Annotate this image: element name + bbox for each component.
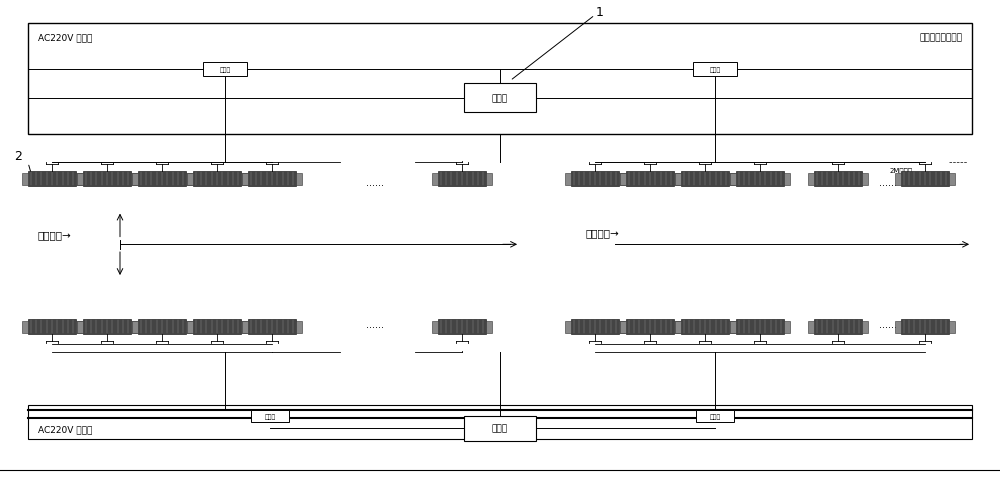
Bar: [132, 173, 138, 185]
Bar: [432, 321, 438, 333]
Bar: [862, 173, 868, 185]
Bar: [565, 173, 571, 185]
Bar: [83, 319, 131, 335]
Bar: [186, 321, 192, 333]
Bar: [784, 321, 790, 333]
Text: 行车方向→: 行车方向→: [37, 230, 71, 240]
Bar: [76, 173, 82, 185]
Bar: [464, 416, 536, 441]
Bar: [730, 321, 736, 333]
Text: ......: ......: [366, 319, 384, 329]
Bar: [138, 319, 186, 335]
Bar: [438, 319, 486, 335]
Bar: [131, 173, 137, 185]
Bar: [248, 319, 296, 335]
Text: ......: ......: [366, 178, 384, 187]
Bar: [138, 172, 186, 187]
Bar: [808, 321, 814, 333]
Bar: [814, 319, 862, 335]
Bar: [242, 321, 248, 333]
Bar: [22, 173, 28, 185]
Text: 传感器: 传感器: [709, 67, 721, 72]
Text: ......: ......: [879, 178, 897, 187]
Bar: [729, 321, 735, 333]
Bar: [681, 319, 729, 335]
Bar: [674, 173, 680, 185]
Bar: [808, 173, 814, 185]
Bar: [193, 172, 241, 187]
Bar: [949, 173, 955, 185]
Bar: [187, 173, 193, 185]
Text: 传感器: 传感器: [219, 67, 231, 72]
Bar: [730, 173, 736, 185]
Bar: [28, 406, 972, 439]
Bar: [28, 319, 76, 335]
Text: 2: 2: [14, 149, 22, 163]
Bar: [77, 321, 83, 333]
Bar: [296, 173, 302, 185]
Bar: [619, 321, 625, 333]
Bar: [696, 410, 734, 422]
Bar: [131, 321, 137, 333]
Bar: [193, 319, 241, 335]
Text: 1: 1: [596, 5, 604, 19]
Bar: [619, 173, 625, 185]
Bar: [681, 172, 729, 187]
Bar: [571, 172, 619, 187]
Bar: [571, 319, 619, 335]
Bar: [895, 173, 901, 185]
Bar: [432, 173, 438, 185]
Bar: [674, 321, 680, 333]
Bar: [895, 321, 901, 333]
Bar: [620, 321, 626, 333]
Bar: [675, 321, 681, 333]
Bar: [187, 321, 193, 333]
Bar: [438, 172, 486, 187]
Text: 控制器: 控制器: [492, 424, 508, 432]
Bar: [203, 62, 247, 77]
Bar: [675, 173, 681, 185]
Bar: [77, 173, 83, 185]
Text: 传感器: 传感器: [264, 413, 276, 419]
Bar: [241, 173, 247, 185]
Bar: [901, 319, 949, 335]
Bar: [28, 172, 76, 187]
Bar: [626, 319, 674, 335]
Text: 隔离带（防撞墙）: 隔离带（防撞墙）: [919, 34, 962, 43]
Bar: [28, 24, 972, 134]
Bar: [22, 321, 28, 333]
Bar: [242, 173, 248, 185]
Bar: [241, 321, 247, 333]
Bar: [736, 319, 784, 335]
Bar: [729, 173, 735, 185]
Bar: [83, 172, 131, 187]
Text: 行车方向→: 行车方向→: [585, 228, 619, 238]
Bar: [486, 173, 492, 185]
Bar: [693, 62, 737, 77]
Bar: [901, 172, 949, 187]
Bar: [626, 172, 674, 187]
Bar: [186, 173, 192, 185]
Text: ......: ......: [879, 319, 897, 329]
Bar: [464, 84, 536, 113]
Bar: [814, 172, 862, 187]
Bar: [486, 321, 492, 333]
Text: AC220V 电力线: AC220V 电力线: [38, 424, 92, 433]
Bar: [251, 410, 289, 422]
Bar: [296, 321, 302, 333]
Bar: [248, 172, 296, 187]
Bar: [565, 321, 571, 333]
Bar: [949, 321, 955, 333]
Bar: [620, 173, 626, 185]
Text: 2M直通线: 2M直通线: [890, 167, 913, 174]
Bar: [76, 321, 82, 333]
Bar: [736, 172, 784, 187]
Bar: [132, 321, 138, 333]
Text: 传感器: 传感器: [709, 413, 721, 419]
Text: 控制器: 控制器: [492, 94, 508, 103]
Bar: [784, 173, 790, 185]
Bar: [862, 321, 868, 333]
Text: AC220V 电力线: AC220V 电力线: [38, 34, 92, 43]
